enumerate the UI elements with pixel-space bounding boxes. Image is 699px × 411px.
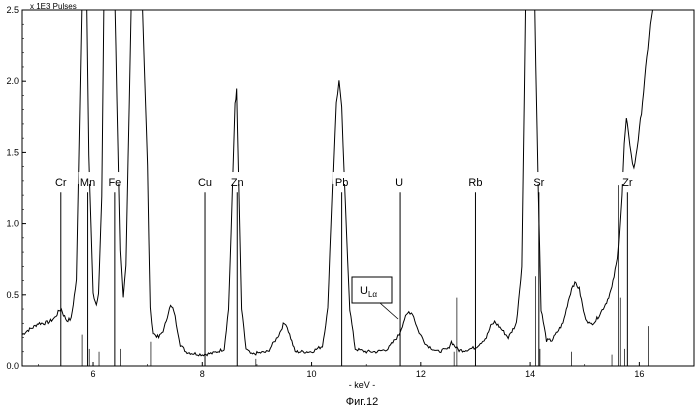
marker-label-mn: Mn <box>80 177 95 189</box>
y-tick-label: 0.0 <box>6 361 19 371</box>
marker-label-zn: Zn <box>231 177 244 189</box>
annotation-leader <box>380 303 398 319</box>
y-tick-label: 2.5 <box>6 5 19 15</box>
plot-frame <box>22 10 694 366</box>
annotation-subscript: Lα <box>368 290 377 299</box>
marker-label-pb: Pb <box>335 177 348 189</box>
x-tick-label: 8 <box>200 369 205 379</box>
u-l-alpha-annotation: ULα <box>352 277 398 319</box>
element-marker-lines <box>61 192 628 366</box>
marker-label-cu: Cu <box>198 177 212 189</box>
x-tick-label: 10 <box>307 369 317 379</box>
y-tick-label: 1.5 <box>6 147 19 157</box>
y-axis: 0.0 0.5 1.0 1.5 2.0 2.5 <box>6 5 26 371</box>
marker-label-rb: Rb <box>468 177 482 189</box>
element-labels: Cr Mn Fe Cu Zn Pb U Rb Sr Zr <box>52 172 637 189</box>
x-tick-label: 6 <box>91 369 96 379</box>
marker-label-cr: Cr <box>55 177 67 189</box>
marker-label-u: U <box>395 177 403 189</box>
y-tick-label: 1.0 <box>6 219 19 229</box>
x-tick-label: 16 <box>634 369 644 379</box>
marker-label-zr: Zr <box>622 177 633 189</box>
x-tick-label: 12 <box>416 369 426 379</box>
background-lines <box>82 185 649 366</box>
x-tick-label: 14 <box>525 369 535 379</box>
x-axis-label: - keV - <box>349 380 376 390</box>
y-tick-label: 0.5 <box>6 290 19 300</box>
y-tick-label: 2.0 <box>6 76 19 86</box>
x-axis: 6 8 10 12 14 16 <box>38 362 694 379</box>
marker-label-fe: Fe <box>108 177 121 189</box>
marker-label-sr: Sr <box>533 177 544 189</box>
figure-caption: Фиг.12 <box>346 396 378 408</box>
